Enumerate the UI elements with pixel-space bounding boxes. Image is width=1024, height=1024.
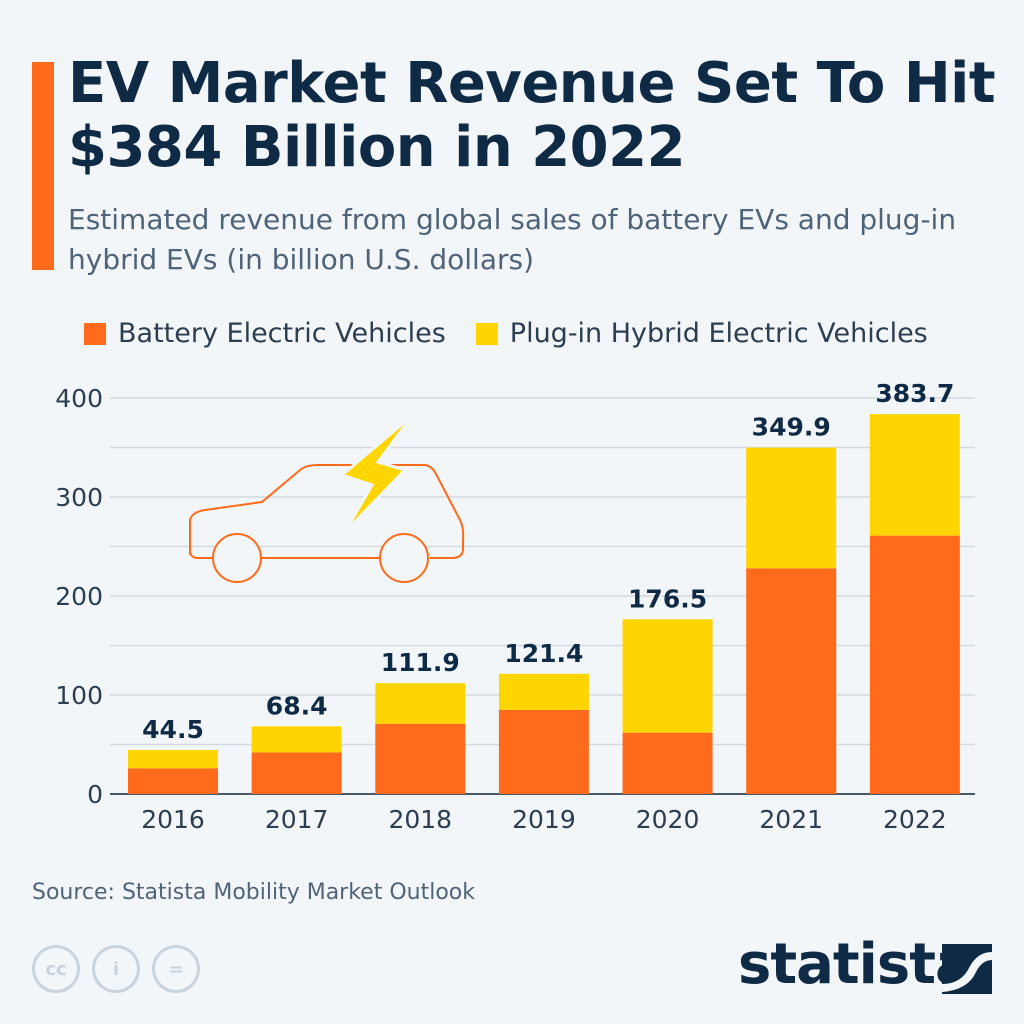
bar-bev-2021 [746, 568, 837, 794]
statista-logo[interactable]: statista [738, 932, 973, 997]
bar-bev-2018 [375, 723, 466, 794]
data-label-total: 383.7 [875, 379, 954, 408]
accent-bar [32, 62, 54, 270]
bar-phev-2021 [746, 447, 837, 569]
data-label-total: 44.5 [142, 715, 204, 744]
no-derivatives-icon[interactable]: = [152, 945, 200, 993]
x-tick-label: 2018 [388, 805, 452, 834]
bar-phev-2022 [869, 414, 960, 536]
chart-subtitle: Estimated revenue from global sales of b… [68, 203, 957, 276]
bar-phev-2019 [498, 673, 589, 710]
chart-title: EV Market Revenue Set To Hit $384 Billio… [68, 51, 996, 180]
y-tick-label: 200 [55, 582, 103, 611]
legend-label-phev: Plug-in Hybrid Electric Vehicles [509, 318, 928, 349]
x-tick-label: 2016 [141, 805, 205, 834]
data-label-total: 176.5 [628, 584, 707, 613]
bar-bev-2017 [251, 752, 342, 794]
data-label-total: 121.4 [504, 639, 583, 668]
legend-item-phev: Plug-in Hybrid Electric Vehicles [475, 318, 928, 349]
data-label-total: 349.9 [752, 413, 831, 442]
source-note: Source: Statista Mobility Market Outlook [32, 880, 475, 905]
legend-swatch-phev [475, 322, 498, 345]
legend: Battery Electric Vehicles Plug-in Hybrid… [84, 318, 958, 349]
legend-label-bev: Battery Electric Vehicles [118, 318, 446, 349]
y-tick-label: 0 [87, 780, 103, 809]
legend-item-bev: Battery Electric Vehicles [84, 318, 446, 349]
data-label-total: 68.4 [266, 691, 328, 720]
x-tick-label: 2020 [636, 805, 700, 834]
bar-phev-2017 [251, 726, 342, 753]
y-tick-label: 300 [55, 483, 103, 512]
data-label-total: 111.9 [381, 648, 460, 677]
y-tick-label: 400 [55, 384, 103, 413]
lightning-bolt-icon [338, 413, 415, 534]
bar-bev-2020 [622, 732, 713, 794]
x-tick-label: 2019 [512, 805, 576, 834]
cc-icon[interactable]: cc [32, 945, 80, 993]
bar-bev-2022 [869, 535, 960, 794]
y-tick-label: 100 [55, 681, 103, 710]
car-outline-icon [189, 464, 465, 583]
x-tick-label: 2017 [265, 805, 329, 834]
bar-bev-2019 [498, 709, 589, 794]
x-tick-label: 2022 [883, 805, 947, 834]
statista-logo-mark [942, 944, 992, 994]
attribution-icon[interactable]: i [92, 945, 140, 993]
bar-phev-2016 [128, 749, 218, 769]
bar-bev-2016 [128, 768, 218, 794]
x-tick-label: 2021 [759, 805, 823, 834]
bar-phev-2020 [622, 619, 713, 733]
bar-phev-2018 [375, 683, 466, 724]
legend-swatch-bev [84, 322, 106, 345]
